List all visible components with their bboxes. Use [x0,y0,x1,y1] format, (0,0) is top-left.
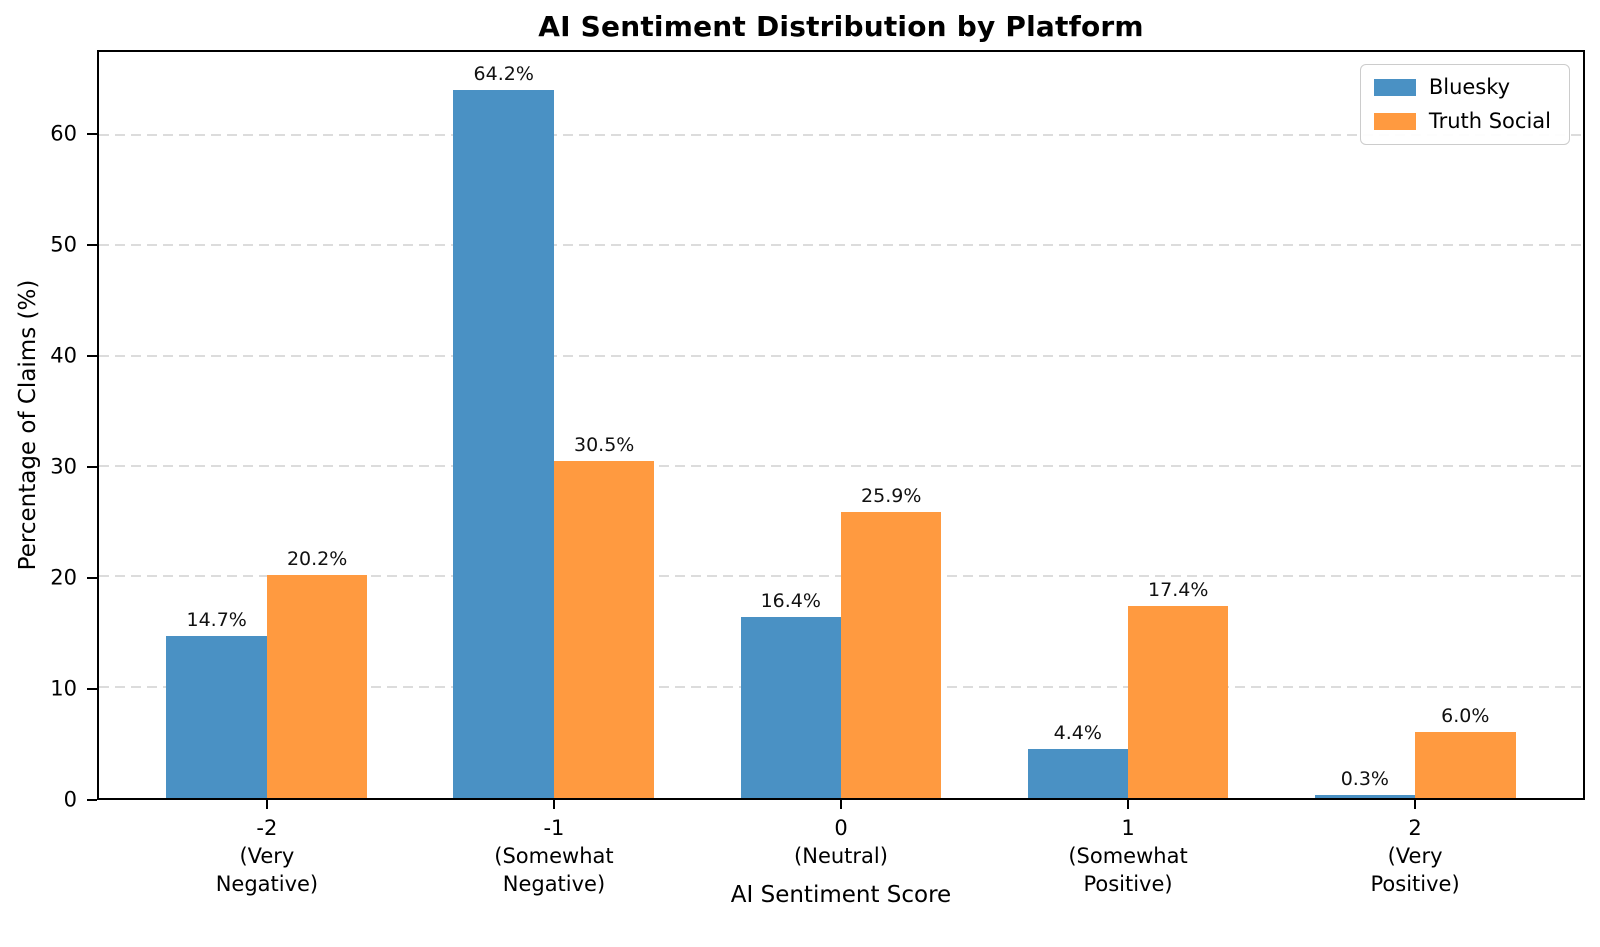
x-tick-label-line: 2 [1408,816,1422,840]
bar-value-label: 20.2% [286,548,348,571]
y-tick-label-10: 10 [50,676,77,701]
bar-truth-social-2: 6.0% [1415,705,1516,798]
x-tick-label-line: Negative) [215,872,319,896]
x-tick-label-line: (Very [1387,844,1443,868]
y-tick-label-50: 50 [50,232,77,257]
x-tick-mark-0 [840,800,842,809]
gridline-50 [99,244,1583,247]
bar-value-label: 30.5% [573,434,635,457]
x-tick-label-line: (Neutral) [794,844,888,868]
bar-bluesky-2: 0.3% [1314,768,1416,798]
bar-bluesky--2: 14.7% [166,609,267,798]
x-tick-label--2: -2 (Very Negative) [216,814,318,898]
x-tick-label-line: (Very [239,844,295,868]
gridline-40 [99,354,1583,357]
bar-value-label: 0.3% [1340,767,1389,790]
chart-title: AI Sentiment Distribution by Platform [538,10,1144,43]
y-tick-mark-30 [87,466,97,469]
bar-truth-social-0: 25.9% [840,485,942,798]
bar-truth-social--2: 20.2% [266,548,368,798]
gridline-60 [99,133,1583,136]
legend-label-truth-social: Truth Social [1428,109,1551,133]
legend-swatch-truth-social [1373,113,1416,130]
y-tick-mark-0 [87,799,97,801]
x-tick-label-line: (Somewhat [494,844,614,868]
bar-truth-social--1: 30.5% [553,434,655,798]
x-tick-label-1: 1 (Somewhat Positive) [1068,814,1187,898]
x-tick-mark--1 [552,800,555,809]
bar-value-label: 6.0% [1441,704,1490,727]
y-tick-label-0: 0 [63,787,77,812]
x-tick-label-line: Positive) [1083,872,1173,896]
x-tick-mark-1 [1127,800,1130,809]
x-axis-ticks [97,800,1585,810]
bar-group-1: 4.4% 17.4% [1027,52,1229,798]
y-tick-label-20: 20 [50,565,77,590]
x-tick-label-line: -1 [543,816,565,840]
bar-group-0: 16.4% 25.9% [740,52,942,798]
gridline-30 [99,464,1583,467]
y-tick-mark-50 [87,244,97,247]
y-tick-label-60: 60 [50,121,77,146]
bar-bluesky-1: 4.4% [1027,722,1129,798]
bar-value-label: 4.4% [1053,722,1102,745]
x-tick-mark-2 [1414,800,1417,809]
plot-area: Bluesky Truth Social 14.7% 20.2% 64.2% 30.5… [97,50,1585,800]
bar-value-label: 64.2% [473,62,534,85]
legend-swatch-bluesky [1373,79,1416,96]
bar-bluesky--1: 64.2% [453,63,554,798]
bar-group--1: 64.2% 30.5% [453,52,655,798]
x-tick-label--1: -1 (Somewhat Negative) [494,814,613,898]
y-tick-mark-60 [87,133,97,136]
x-tick-label-line: Positive) [1370,872,1460,896]
x-tick-mark--2 [265,800,268,809]
bar-value-label: 14.7% [186,608,247,631]
bar-value-label: 25.9% [861,485,922,508]
legend-item-bluesky: Bluesky [1373,75,1551,99]
x-tick-label-line: 1 [1121,816,1135,840]
legend: Bluesky Truth Social [1359,64,1570,145]
bar-bluesky-0: 16.4% [740,590,841,798]
y-tick-mark-40 [87,355,97,358]
x-axis-label: AI Sentiment Score [730,882,952,908]
y-tick-mark-20 [87,577,97,580]
x-tick-label-line: 0 [834,816,848,840]
y-tick-mark-10 [87,688,97,691]
x-tick-label-0: 0 (Neutral) [794,814,888,870]
bar-group--2: 14.7% 20.2% [166,52,368,798]
bar-value-label: 17.4% [1148,578,1209,601]
bar-value-label: 16.4% [760,590,821,613]
bar-group-2: 0.3% 6.0% [1314,52,1516,798]
x-tick-label-line: Negative) [502,872,606,896]
y-tick-label-40: 40 [50,343,77,368]
x-tick-label-line: -2 [256,816,278,840]
bar-truth-social-1: 17.4% [1128,579,1229,798]
x-tick-label-line: (Somewhat [1068,844,1188,868]
y-tick-label-30: 30 [50,454,77,479]
legend-label-bluesky: Bluesky [1428,75,1511,99]
legend-item-truth-social: Truth Social [1373,109,1551,133]
y-axis: 0 10 20 30 40 50 60 [0,50,97,810]
x-tick-label-2: 2 (Very Positive) [1371,814,1460,898]
